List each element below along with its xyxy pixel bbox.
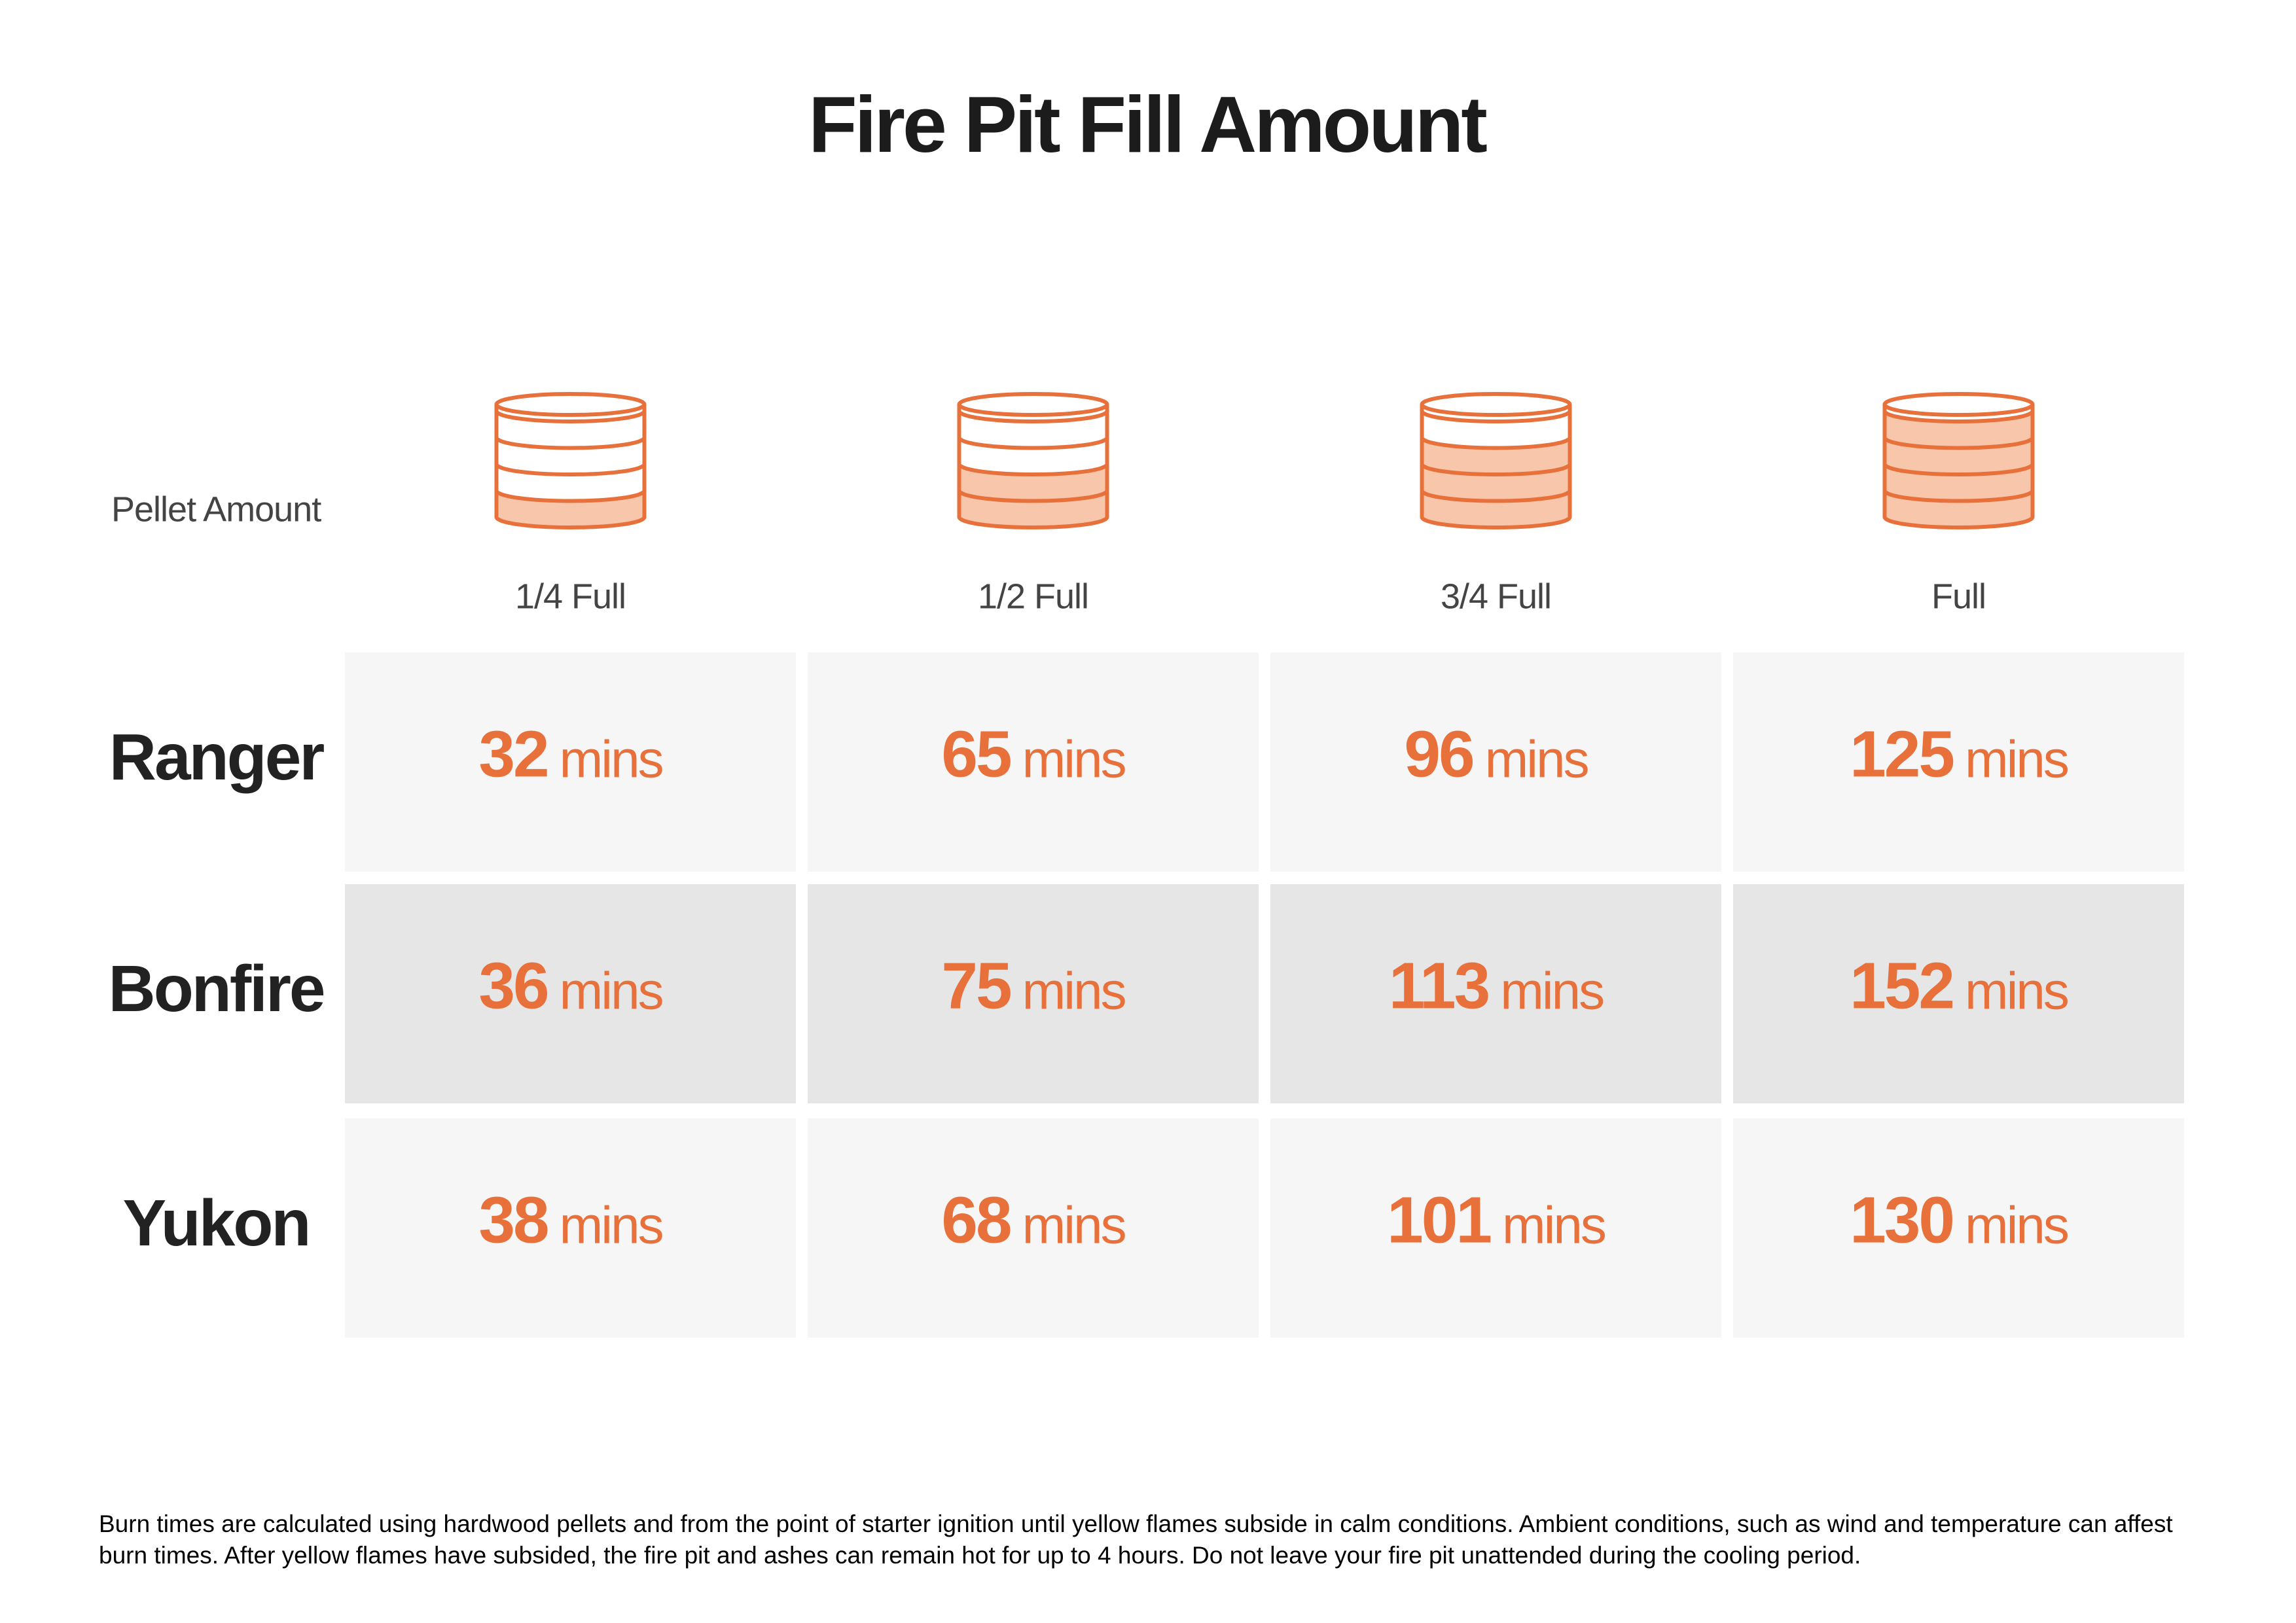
icon-band bbox=[957, 410, 1109, 423]
cell-value: 38 bbox=[478, 1184, 548, 1257]
icon-top bbox=[957, 392, 1109, 417]
icon-top bbox=[1420, 392, 1572, 417]
icon-band bbox=[1882, 437, 2035, 450]
cell bbox=[345, 652, 796, 872]
cell-unit: mins bbox=[1485, 730, 1588, 789]
cell-unit: mins bbox=[1965, 1196, 2068, 1255]
icon-band bbox=[494, 463, 647, 476]
cell-text: 101 mins bbox=[1387, 1184, 1605, 1257]
row-label: Bonfire bbox=[109, 952, 324, 1026]
cell-unit: mins bbox=[1022, 1196, 1126, 1255]
icon-band bbox=[957, 463, 1109, 476]
icon-band bbox=[1420, 463, 1572, 476]
icon-band bbox=[1420, 490, 1572, 503]
cell bbox=[1733, 1118, 2184, 1338]
cell bbox=[1733, 652, 2184, 872]
icon-band bbox=[1420, 437, 1572, 450]
icon-body bbox=[1882, 404, 2035, 529]
cell-value: 152 bbox=[1850, 950, 1953, 1023]
cell-unit: mins bbox=[560, 1196, 663, 1255]
fill-icon bbox=[1420, 392, 1572, 529]
column-label: 1/2 Full bbox=[978, 577, 1088, 616]
cell-text: 36 mins bbox=[478, 950, 662, 1023]
cell-value: 96 bbox=[1404, 718, 1473, 791]
column-label: 3/4 Full bbox=[1441, 577, 1551, 616]
icon-body bbox=[494, 404, 647, 529]
icon-band bbox=[494, 437, 647, 450]
cell-text: 130 mins bbox=[1850, 1184, 2068, 1257]
column-label: 1/4 Full bbox=[515, 577, 626, 616]
cell-text: 65 mins bbox=[941, 718, 1125, 791]
cell-text: 38 mins bbox=[478, 1184, 662, 1257]
fill-icon bbox=[494, 392, 647, 529]
column-label: Full bbox=[1931, 577, 1986, 616]
header-label: Pellet Amount bbox=[111, 490, 321, 529]
row-label: Yukon bbox=[122, 1186, 309, 1260]
cell-value: 68 bbox=[941, 1184, 1011, 1257]
cell bbox=[808, 652, 1259, 872]
cell-value: 130 bbox=[1850, 1184, 1953, 1257]
cell-value: 65 bbox=[941, 718, 1011, 791]
icon-band bbox=[1882, 463, 2035, 476]
icon-top bbox=[494, 392, 647, 417]
icon-band bbox=[1882, 410, 2035, 423]
cell-value: 113 bbox=[1389, 950, 1488, 1023]
icon-fill bbox=[1884, 411, 2033, 527]
cell-text: 152 mins bbox=[1850, 950, 2068, 1023]
cell bbox=[1270, 884, 1721, 1103]
fill-icon bbox=[957, 392, 1109, 529]
cell-text: 68 mins bbox=[941, 1184, 1125, 1257]
cell-text: 125 mins bbox=[1850, 718, 2068, 791]
cell-value: 125 bbox=[1850, 718, 1953, 791]
icon-body bbox=[957, 404, 1109, 529]
cell-unit: mins bbox=[1022, 730, 1126, 789]
icon-fill bbox=[959, 464, 1107, 527]
fill-icon bbox=[1882, 392, 2035, 529]
cell-unit: mins bbox=[1965, 962, 2068, 1020]
cell-unit: mins bbox=[560, 730, 663, 789]
icon-fill bbox=[1422, 437, 1570, 527]
cell-text: 75 mins bbox=[941, 950, 1125, 1023]
icon-band bbox=[494, 410, 647, 423]
icon-band bbox=[1882, 490, 2035, 503]
cell-value: 32 bbox=[478, 718, 547, 791]
cell bbox=[1733, 884, 2184, 1103]
cell-text: 96 mins bbox=[1404, 718, 1588, 791]
cell-unit: mins bbox=[560, 962, 663, 1020]
cell bbox=[345, 884, 796, 1103]
cell bbox=[345, 1118, 796, 1338]
icon-band bbox=[494, 490, 647, 503]
icon-band bbox=[957, 490, 1109, 503]
cell-unit: mins bbox=[1502, 1196, 1605, 1255]
icon-body bbox=[1420, 404, 1572, 529]
cell-unit: mins bbox=[1022, 962, 1126, 1020]
cell bbox=[1270, 652, 1721, 872]
title: Fire Pit Fill Amount bbox=[808, 80, 1487, 169]
icon-top bbox=[1882, 392, 2035, 417]
footnote: Burn times are calculated using hardwood… bbox=[99, 1510, 2173, 1569]
cell bbox=[1270, 1118, 1721, 1338]
cell-text: 32 mins bbox=[478, 718, 662, 791]
cell bbox=[808, 1118, 1259, 1338]
icon-band bbox=[1420, 410, 1572, 423]
cell-text: 113 mins bbox=[1389, 950, 1604, 1023]
cell-unit: mins bbox=[1965, 730, 2068, 789]
cell bbox=[808, 884, 1259, 1103]
row-label: Ranger bbox=[109, 721, 325, 794]
cell-value: 36 bbox=[478, 950, 547, 1023]
icon-band bbox=[957, 437, 1109, 450]
cell-unit: mins bbox=[1500, 962, 1604, 1020]
cell-value: 101 bbox=[1387, 1184, 1490, 1257]
cell-value: 75 bbox=[941, 950, 1011, 1023]
